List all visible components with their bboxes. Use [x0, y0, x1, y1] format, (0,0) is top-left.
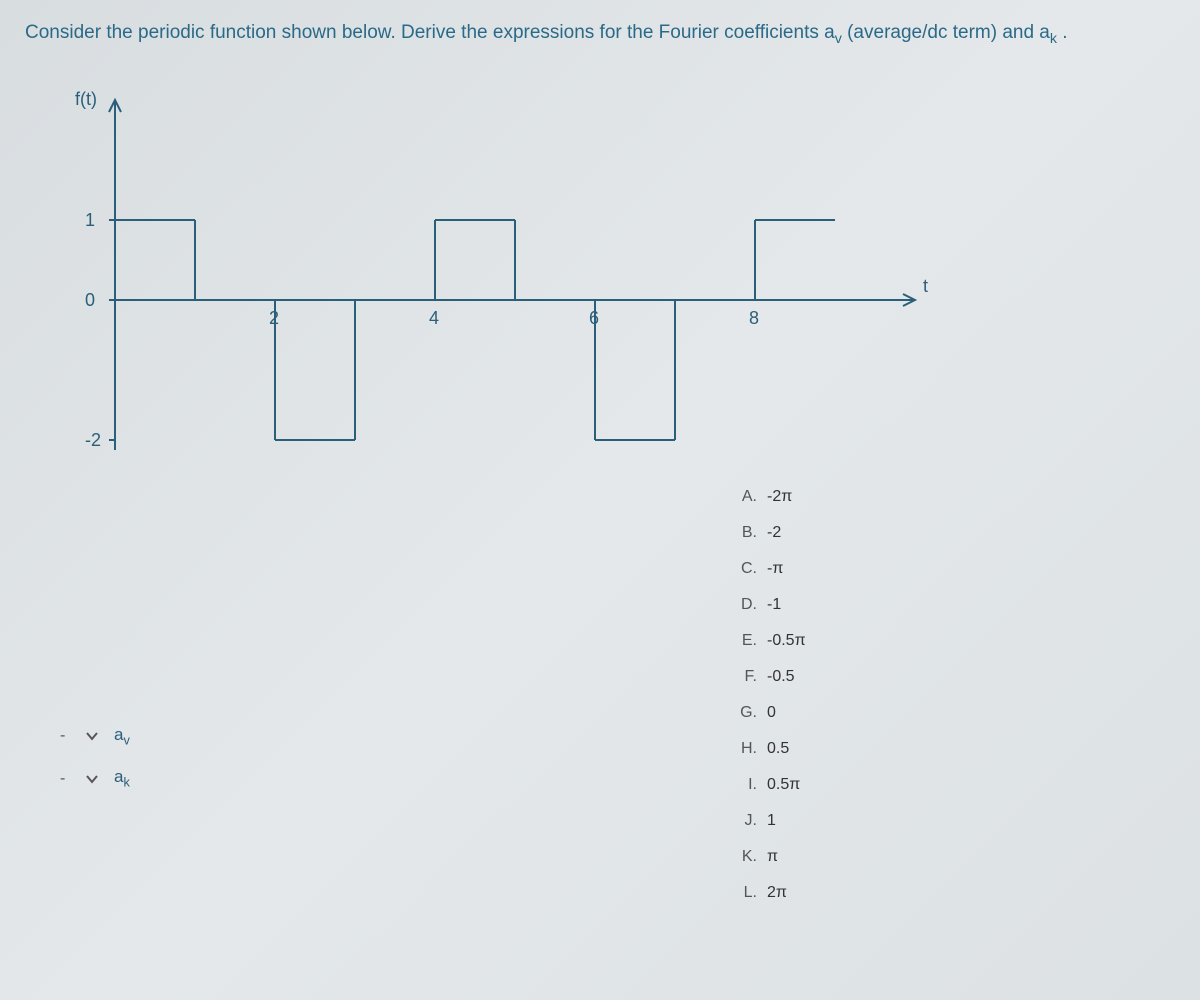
answer-value: 2π	[767, 884, 787, 902]
chevron-down-icon[interactable]	[82, 726, 102, 746]
coefficient-dropdowns: - av - ak	[60, 725, 130, 810]
answer-letter: G.	[735, 704, 757, 722]
av-sub: v	[123, 732, 129, 747]
answer-value: -0.5π	[767, 632, 806, 650]
svg-text:4: 4	[429, 308, 439, 328]
prompt-sub-k: k	[1050, 31, 1057, 47]
answer-option: B. -2	[735, 524, 806, 542]
svg-text:t: t	[923, 276, 928, 296]
answer-letter: E.	[735, 632, 757, 650]
ak-dropdown-row: - ak	[60, 767, 130, 789]
answer-value: π	[767, 848, 778, 866]
prompt-text-after: .	[1057, 22, 1068, 43]
answer-value: -π	[767, 560, 783, 578]
answer-value: 0.5	[767, 740, 789, 758]
svg-text:f(t): f(t)	[75, 89, 97, 109]
answer-letter: B.	[735, 524, 757, 542]
answer-value: -0.5	[767, 668, 795, 686]
av-label: av	[114, 725, 130, 747]
answer-letter: D.	[735, 596, 757, 614]
answer-option: C. -π	[735, 560, 806, 578]
dash-placeholder: -	[60, 770, 70, 788]
answer-letter: H.	[735, 740, 757, 758]
prompt-text: Consider the periodic function shown bel…	[25, 22, 835, 43]
answer-option: F. -0.5	[735, 668, 806, 686]
answer-option: H. 0.5	[735, 740, 806, 758]
answer-option: D. -1	[735, 596, 806, 614]
answer-letter: A.	[735, 488, 757, 506]
svg-text:8: 8	[749, 308, 759, 328]
chart-svg: f(t)t10-22468	[45, 80, 945, 460]
answer-value: 1	[767, 812, 776, 830]
ak-sub: k	[123, 775, 129, 790]
answer-option: I. 0.5π	[735, 776, 806, 794]
prompt-text-mid: (average/dc term) and a	[842, 22, 1050, 43]
svg-text:-2: -2	[85, 430, 101, 450]
answer-letter: C.	[735, 560, 757, 578]
answer-value: -2	[767, 524, 781, 542]
question-prompt: Consider the periodic function shown bel…	[25, 20, 1175, 50]
answer-value: 0	[767, 704, 776, 722]
answer-option: E. -0.5π	[735, 632, 806, 650]
answer-value: -1	[767, 596, 781, 614]
answer-letter: J.	[735, 812, 757, 830]
answer-letter: K.	[735, 848, 757, 866]
answer-options-list: A. -2π B. -2 C. -π D. -1 E. -0.5π F. -0.5 G. 0 H. 0.5 I.…	[735, 488, 806, 920]
answer-option: G. 0	[735, 704, 806, 722]
ak-label: ak	[114, 767, 130, 789]
answer-option: K. π	[735, 848, 806, 866]
answer-letter: F.	[735, 668, 757, 686]
answer-letter: L.	[735, 884, 757, 902]
dash-placeholder: -	[60, 727, 70, 745]
answer-value: 0.5π	[767, 776, 800, 794]
answer-option: J. 1	[735, 812, 806, 830]
svg-text:0: 0	[85, 290, 95, 310]
av-dropdown-row: - av	[60, 725, 130, 747]
chevron-down-icon[interactable]	[82, 769, 102, 789]
function-chart: f(t)t10-22468	[45, 80, 945, 460]
prompt-sub-v: v	[835, 31, 842, 47]
answer-option: A. -2π	[735, 488, 806, 506]
answer-value: -2π	[767, 488, 792, 506]
answer-option: L. 2π	[735, 884, 806, 902]
answer-letter: I.	[735, 776, 757, 794]
svg-text:1: 1	[85, 210, 95, 230]
